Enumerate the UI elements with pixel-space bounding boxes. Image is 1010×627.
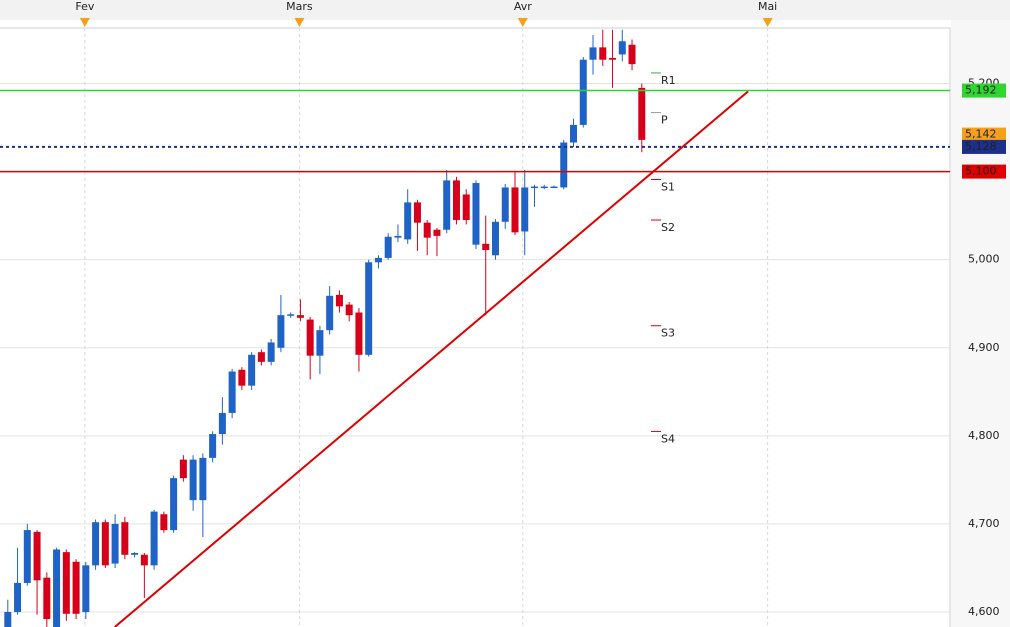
candle-body: [540, 186, 548, 189]
candle-body: [501, 187, 509, 222]
candle-body: [628, 44, 636, 65]
candle-body: [306, 319, 314, 356]
candle-body: [267, 342, 275, 362]
candle-body: [131, 553, 139, 555]
candle-body: [140, 554, 148, 566]
level-badge: [962, 127, 1006, 142]
candle-body: [452, 180, 460, 221]
month-marker: [294, 18, 305, 27]
candle-body: [33, 531, 41, 581]
candle-body: [101, 522, 109, 566]
candle-body: [121, 522, 129, 555]
candle-body: [482, 243, 490, 250]
trendline: [114, 90, 749, 627]
candle-body: [491, 221, 499, 256]
candle-body: [530, 186, 538, 189]
candle-body: [189, 459, 197, 501]
candle-body: [570, 124, 578, 143]
candle-body: [248, 354, 256, 386]
candle-body: [111, 523, 119, 564]
month-marker: [762, 18, 773, 27]
candle-body: [618, 41, 626, 55]
candle-body: [609, 57, 617, 60]
candle-body: [43, 577, 51, 620]
candle-body: [179, 459, 187, 479]
candle-body: [14, 582, 22, 613]
candle-body: [62, 552, 70, 614]
pivot-label: S1: [661, 181, 675, 194]
candle-body: [560, 142, 568, 188]
y-tick-label: 4,700: [968, 517, 1000, 530]
candle-body: [82, 565, 90, 613]
candle-body: [579, 59, 587, 125]
month-marker: [79, 18, 90, 27]
month-marker: [517, 18, 528, 27]
candle-body: [472, 183, 480, 245]
candle-body: [589, 47, 597, 60]
candle-body: [53, 549, 61, 627]
candle-body: [462, 194, 470, 221]
candle-body: [355, 312, 363, 355]
candle-body: [443, 180, 451, 230]
candle-body: [23, 530, 31, 583]
level-label: 5,142: [965, 128, 997, 141]
candle-body: [170, 478, 178, 531]
candle-body: [638, 87, 646, 140]
candle-body: [384, 236, 392, 258]
candle-body: [326, 295, 334, 331]
candle-body: [92, 522, 100, 566]
candle-body: [209, 434, 217, 458]
candle-body: [511, 187, 519, 233]
month-label: Mars: [286, 0, 313, 13]
candle-body: [150, 511, 158, 566]
pivot-label: S4: [661, 432, 675, 445]
month-strip: [0, 0, 1010, 20]
candle-body: [316, 330, 324, 356]
pivot-label: R1: [661, 74, 676, 87]
pivot-label: S3: [661, 327, 675, 340]
candle-body: [521, 187, 529, 232]
candle-body: [72, 561, 80, 614]
month-label: Fev: [75, 0, 94, 13]
level-badge: [962, 83, 1006, 98]
pivot-label: P: [661, 114, 668, 127]
y-tick-label: 4,600: [968, 605, 1000, 618]
y-tick-label: 4,800: [968, 429, 1000, 442]
level-label: 5,192: [965, 84, 997, 97]
candle-body: [394, 235, 402, 238]
candle-body: [423, 222, 431, 238]
candle-body: [413, 202, 421, 223]
candle-body: [404, 202, 412, 240]
month-label: Avr: [514, 0, 532, 13]
candle-body: [228, 371, 236, 413]
level-badge: [962, 164, 1006, 179]
candle-body: [257, 352, 265, 362]
candle-body: [218, 412, 226, 435]
candle-body: [296, 315, 304, 318]
candle-body: [599, 47, 607, 60]
y-tick-label: 5,000: [968, 253, 1000, 266]
candle-body: [160, 514, 168, 531]
axis-panel: [951, 20, 1010, 627]
candle-body: [4, 612, 12, 627]
candle-body: [433, 229, 441, 236]
level-label: 5,100: [965, 165, 997, 178]
candle-body: [287, 314, 295, 316]
level-badge: [962, 139, 1006, 154]
candle-body: [365, 262, 373, 355]
candle-body: [335, 294, 343, 307]
level-label: 5,128: [965, 140, 997, 153]
candle-body: [199, 457, 207, 501]
pivot-label: S2: [661, 221, 675, 234]
candle-body: [277, 315, 285, 348]
candle-body: [374, 257, 382, 263]
month-label: Mai: [758, 0, 777, 13]
candle-body: [345, 304, 353, 316]
y-tick-label: 4,900: [968, 341, 1000, 354]
candle-body: [550, 186, 558, 189]
candle-body: [238, 369, 246, 386]
